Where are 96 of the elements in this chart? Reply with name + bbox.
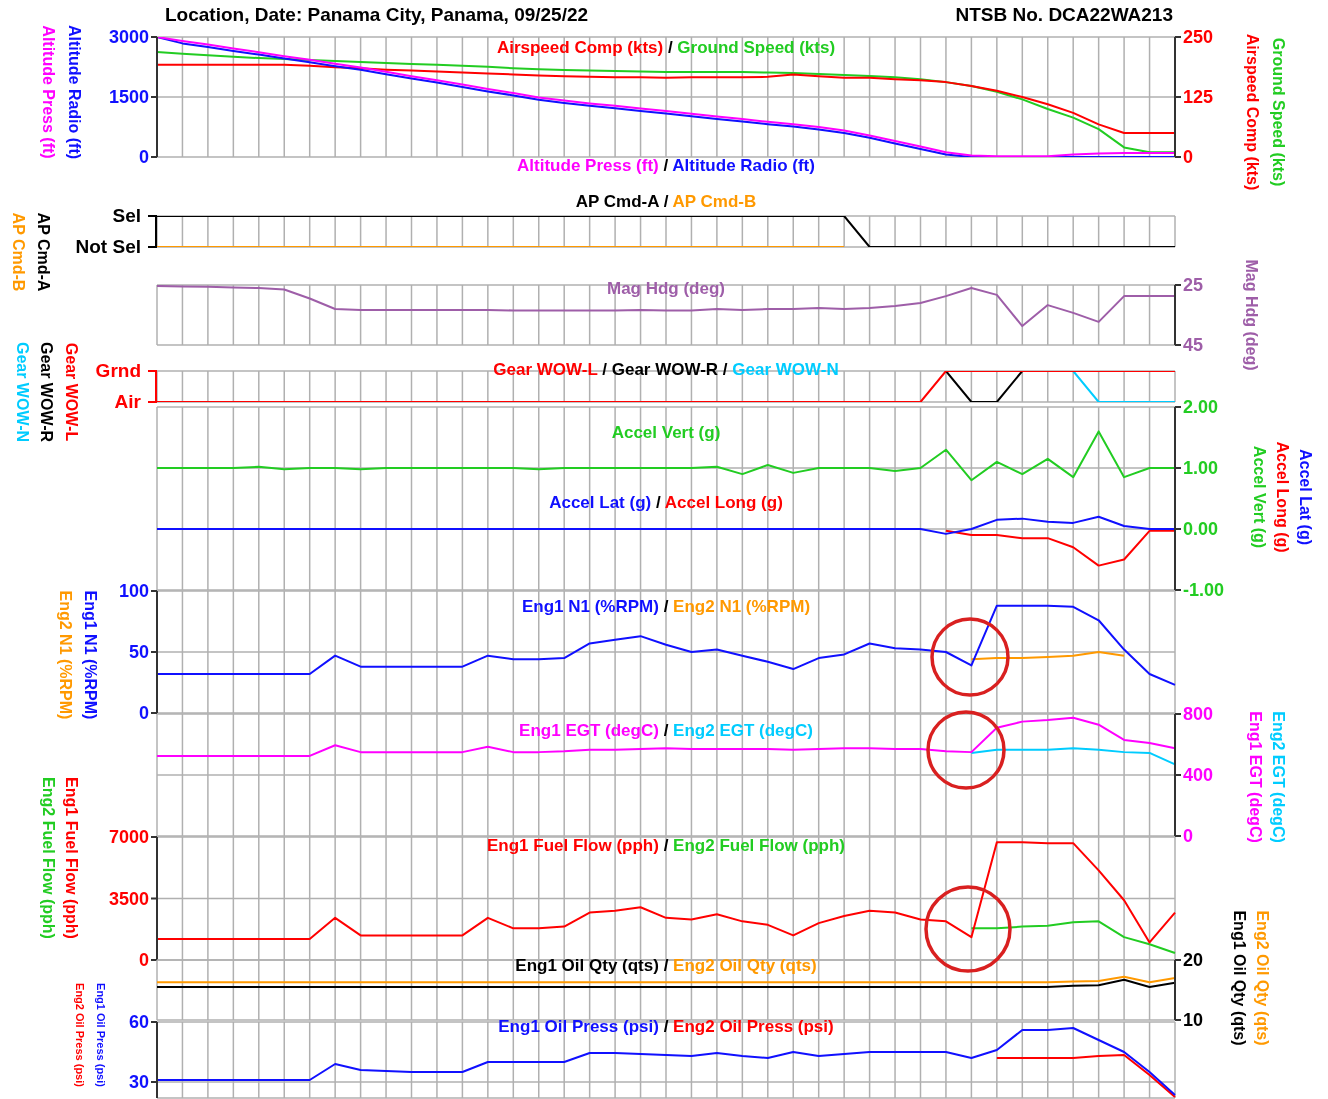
text: Mag Hdg (deg) [1243,259,1261,371]
annotation: / [601,360,608,379]
series-label: AP Cmd-A [575,192,659,211]
series-label: Eng1 EGT (degC) [519,721,659,740]
text: Eng2 Oil Press (psi) [673,1017,834,1036]
text: Airspeed Comp (kts) [1244,33,1262,191]
line-series [156,978,1176,988]
y-tick-label: -1.00 [1183,580,1225,601]
annotation: / [662,1017,670,1036]
series-label: Altitude Radio (ft) [672,156,815,175]
series-label: Eng1 N1 (%RPM) [521,597,659,616]
y-tick-label: 10 [1183,1010,1204,1031]
line-series [970,920,1176,954]
line-series [944,529,1176,567]
text: Not Sel [75,236,141,258]
line-series [156,841,1176,944]
y-tick-label: 0 [138,147,149,168]
y-tick-label: 0 [1183,826,1194,847]
text: Air [114,391,141,413]
text: Eng2 EGT (degC) [673,721,813,740]
y-tick-label: 1.00 [1183,458,1219,479]
y-tick-label: 3500 [108,888,149,909]
annotation: / [662,836,670,855]
text: Eng2 EGT (degC) [1269,711,1289,843]
text: Eng1 Fuel Flow (pph) [63,777,81,939]
series-label: Eng2 Oil Qty (qts) [673,956,817,975]
text: AP Cmd-B [10,212,28,292]
text: / [662,192,670,211]
series-label: Accel Lat (g) [549,493,652,512]
y-tick-label: 0 [138,703,149,724]
text: Grnd [95,360,141,382]
text: Eng2 Fuel Flow (pph) [40,777,58,939]
series-label: Eng1 Oil Press (psi) [498,1017,659,1036]
line-series [995,1054,1176,1098]
text: Gear WOW-L [63,342,81,442]
text: Gear WOW-R [611,360,719,379]
annotation: / [666,38,674,57]
chart-title: Location, Date: Panama City, Panama, 09/25/22 [165,4,589,26]
y-tick-label: 800 [1183,704,1214,725]
text: Gear WOW-N [14,341,32,443]
text: Accel Lat (g) [1297,448,1315,546]
y-tick-label: 30 [128,1072,149,1093]
text: Sel [112,205,141,227]
y2-tick-label: 125 [1183,87,1214,108]
text: Eng2 Fuel Flow (pph) [673,836,845,855]
line-series [970,747,1176,766]
y-tick-label: 50 [128,642,149,663]
text: Eng1 Oil Qty (qts) [1231,910,1249,1046]
y-tick-label: 3000 [108,27,149,48]
y-tick-label: 7000 [108,827,149,848]
line-series [970,651,1126,661]
y-tick-label: 0.00 [1183,519,1219,540]
text: AP Cmd-B [672,192,757,211]
text: Altitude Radio (ft) [66,24,84,160]
y-tick-label: 20 [1183,950,1204,971]
annotation: / [662,156,670,175]
text: Altitude Press (ft) [40,25,58,159]
chart-subtitle: NTSB No. DCA22WA213 [955,4,1173,26]
text: Ground Speed (kts) [1270,37,1288,187]
annotation: / [662,597,670,616]
text: Eng1 EGT (degC) [1247,711,1265,843]
series-label: Accel Vert (g) [611,423,721,442]
text: AP Cmd-A [35,212,53,292]
y-tick-label: 45 [1183,335,1204,356]
text: Accel Vert (g) [1251,445,1269,549]
text: Gear WOW-N [732,360,839,379]
text: Accel Long (g) [664,493,783,512]
y-tick-label: 1500 [108,87,149,108]
text: Eng2 N1 (%RPM) [57,590,75,720]
text: Eng1 Fuel Flow (pph) [487,836,659,855]
series-label: Eng1 Oil Qty (qts) [515,956,659,975]
annotation: / [654,493,662,512]
annotation: / [721,360,729,379]
line-series [156,515,1176,535]
series-label: Airspeed Comp (kts) [496,38,664,57]
text: Accel Long (g) [1273,441,1293,553]
text: Eng1 N1 (%RPM) [82,590,100,720]
series-label: Ground Speed (kts) [677,38,836,57]
text: Eng2 N1 (%RPM) [673,597,811,616]
text: Gear WOW-R [38,341,56,443]
y-tick-label: 0 [138,950,149,971]
text: Eng1 Oil Press (psi) [95,983,108,1087]
line-series [156,63,1176,134]
text: Eng2 Oil Qty (qts) [1254,910,1272,1046]
annotation: / [662,956,670,975]
y-tick-label: 2.00 [1183,397,1219,418]
y-tick-label: 25 [1183,275,1204,296]
y-tick-label: 100 [118,581,149,602]
y-tick-label: 60 [128,1012,149,1033]
y2-tick-label: 250 [1183,27,1214,48]
series-label: Gear WOW-L [493,360,598,379]
text: Altitude Press (ft) [517,156,659,175]
series-label: Mag Hdg (deg) [606,279,726,298]
y-tick-label: 400 [1183,765,1214,786]
annotation: / [662,721,670,740]
text: Eng2 Oil Press (psi) [74,983,87,1087]
